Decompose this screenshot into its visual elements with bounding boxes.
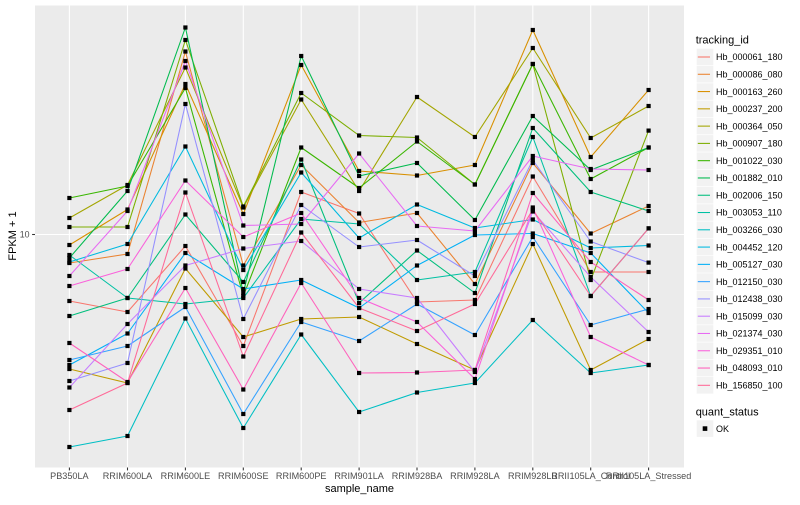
svg-text:Hb_004452_120: Hb_004452_120 [716, 242, 783, 252]
svg-text:RRIM901LA: RRIM901LA [334, 471, 384, 481]
svg-text:Hb_012438_030: Hb_012438_030 [716, 294, 783, 304]
svg-text:Hb_156850_100: Hb_156850_100 [716, 381, 783, 391]
svg-text:Hb_001882_010: Hb_001882_010 [716, 173, 783, 183]
svg-text:Hb_002006_150: Hb_002006_150 [716, 190, 783, 200]
svg-text:Hb_000237_200: Hb_000237_200 [716, 104, 783, 114]
svg-text:Hb_001022_030: Hb_001022_030 [716, 156, 783, 166]
svg-text:RRIM928LB: RRIM928LB [508, 471, 558, 481]
svg-text:Hb_003266_030: Hb_003266_030 [716, 225, 783, 235]
svg-text:Hb_003053_110: Hb_003053_110 [716, 208, 782, 218]
svg-text:RRII105LA_Control: RRII105LA_Control [551, 471, 630, 481]
svg-text:Hb_000086_080: Hb_000086_080 [716, 69, 783, 79]
svg-text:RRIM600LE: RRIM600LE [161, 471, 211, 481]
svg-text:Hb_000364_050: Hb_000364_050 [716, 121, 783, 131]
svg-text:Hb_029351_010: Hb_029351_010 [716, 346, 783, 356]
svg-text:Hb_048093_010: Hb_048093_010 [716, 363, 783, 373]
svg-text:Hb_021374_030: Hb_021374_030 [716, 329, 783, 339]
svg-text:Hb_000163_260: Hb_000163_260 [716, 87, 783, 97]
svg-text:RRIM928BA: RRIM928BA [392, 471, 443, 481]
svg-text:quant_status: quant_status [696, 406, 759, 418]
svg-text:RRIM600LA: RRIM600LA [103, 471, 153, 481]
svg-text:Hb_012150_030: Hb_012150_030 [716, 277, 783, 287]
svg-text:OK: OK [716, 424, 729, 434]
svg-text:10: 10 [20, 230, 30, 240]
svg-text:Hb_015099_030: Hb_015099_030 [716, 311, 783, 321]
svg-text:Hb_005127_030: Hb_005127_030 [716, 260, 783, 270]
svg-text:sample_name: sample_name [325, 483, 394, 495]
svg-text:RRIM928LA: RRIM928LA [450, 471, 500, 481]
svg-text:tracking_id: tracking_id [696, 34, 749, 46]
svg-text:PB350LA: PB350LA [50, 471, 89, 481]
svg-text:RRIM600PE: RRIM600PE [276, 471, 327, 481]
svg-text:FPKM + 1: FPKM + 1 [7, 211, 19, 260]
svg-text:Hb_000907_180: Hb_000907_180 [716, 139, 783, 149]
svg-text:Hb_000061_180: Hb_000061_180 [716, 52, 783, 62]
svg-text:RRII105LA_Stressed: RRII105LA_Stressed [606, 471, 691, 481]
svg-text:RRIM600SE: RRIM600SE [218, 471, 269, 481]
